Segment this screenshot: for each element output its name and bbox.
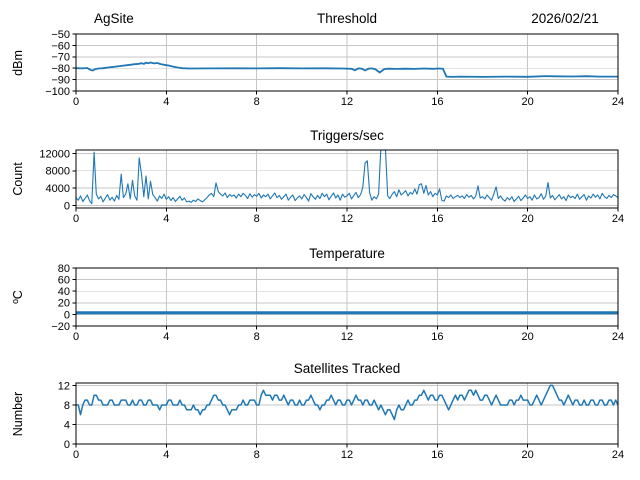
temperature-xtick-label: 20 xyxy=(522,331,534,343)
date-label: 2026/02/21 xyxy=(531,11,599,26)
temperature-xtick-label: 0 xyxy=(73,331,79,343)
satellites-xtick-label: 24 xyxy=(612,449,624,461)
temperature-ytick-label: 60 xyxy=(58,274,70,286)
triggers-xtick-label: 24 xyxy=(612,213,624,225)
threshold-ytick-label: −50 xyxy=(51,29,70,41)
satellites-plot: 0 4 8 12 16 20 24 12 8 4 0 xyxy=(58,380,624,461)
threshold-series-line xyxy=(76,61,618,78)
triggers-xtick-label: 12 xyxy=(341,213,353,225)
triggers-ytick-label: 12000 xyxy=(39,148,70,160)
satellites-xtick-label: 20 xyxy=(522,449,534,461)
satellites-ytick-label: 8 xyxy=(64,400,70,412)
temperature-y-axis-label: ºC xyxy=(11,290,25,304)
threshold-xtick-label: 16 xyxy=(431,96,443,108)
threshold-y-axis-label: dBm xyxy=(11,50,25,76)
satellites-xtick-label: 12 xyxy=(341,449,353,461)
triggers-y-axis-label: Count xyxy=(11,162,25,196)
threshold-ytick-label: −70 xyxy=(51,52,70,64)
satellites-ytick-label: 0 xyxy=(64,439,70,451)
triggers-plot: 0 4 8 12 16 20 24 12000 8000 4000 0 xyxy=(39,148,624,225)
temperature-xtick-label: 16 xyxy=(431,331,443,343)
satellites-series-line xyxy=(76,384,618,421)
triggers-xtick-label: 16 xyxy=(431,213,443,225)
temperature-chart-title: Temperature xyxy=(309,246,385,261)
triggers-xtick-label: 20 xyxy=(522,213,534,225)
satellites-ytick-label: 12 xyxy=(58,380,70,392)
site-name-label: AgSite xyxy=(94,11,134,26)
satellites-xtick-label: 0 xyxy=(73,449,79,461)
temperature-ytick-label: 20 xyxy=(58,298,70,310)
satellites-xtick-label: 4 xyxy=(163,449,169,461)
temperature-xtick-label: 8 xyxy=(254,331,260,343)
satellites-xtick-label: 16 xyxy=(431,449,443,461)
threshold-ytick-label: −100 xyxy=(45,86,70,98)
threshold-xtick-label: 0 xyxy=(73,96,79,108)
triggers-xtick-label: 4 xyxy=(163,213,169,225)
threshold-xtick-label: 24 xyxy=(612,96,624,108)
threshold-xtick-label: 12 xyxy=(341,96,353,108)
threshold-xtick-label: 8 xyxy=(254,96,260,108)
satellites-ytick-label: 4 xyxy=(64,419,70,431)
triggers-chart-title: Triggers/sec xyxy=(310,128,384,143)
threshold-xtick-label: 4 xyxy=(163,96,169,108)
temperature-ytick-label: 80 xyxy=(58,263,70,275)
threshold-xtick-label: 20 xyxy=(522,96,534,108)
temperature-xtick-label: 12 xyxy=(341,331,353,343)
satellites-chart-title: Satellites Tracked xyxy=(293,361,401,376)
triggers-xtick-label: 0 xyxy=(73,213,79,225)
threshold-ytick-label: −80 xyxy=(51,63,70,75)
temperature-ytick-label: 40 xyxy=(58,286,70,298)
triggers-series-line xyxy=(76,150,618,205)
threshold-ytick-label: −60 xyxy=(51,40,70,52)
threshold-ytick-label: −90 xyxy=(51,74,70,86)
temperature-ytick-label: −20 xyxy=(51,321,70,333)
triggers-ytick-label: 0 xyxy=(64,200,70,212)
threshold-chart-title: Threshold xyxy=(316,11,378,26)
triggers-ytick-label: 4000 xyxy=(46,183,70,195)
triggers-ytick-label: 8000 xyxy=(46,166,70,178)
temperature-xtick-label: 4 xyxy=(163,331,169,343)
triggers-xtick-label: 8 xyxy=(254,213,260,225)
satellites-xtick-label: 8 xyxy=(254,449,260,461)
satellites-y-axis-label: Number xyxy=(11,391,25,437)
temperature-xtick-label: 24 xyxy=(612,331,624,343)
threshold-plot: 0 4 8 12 16 20 24 −50−60−70−80−90−100 xyxy=(45,29,624,108)
temperature-ytick-label: 0 xyxy=(64,309,70,321)
